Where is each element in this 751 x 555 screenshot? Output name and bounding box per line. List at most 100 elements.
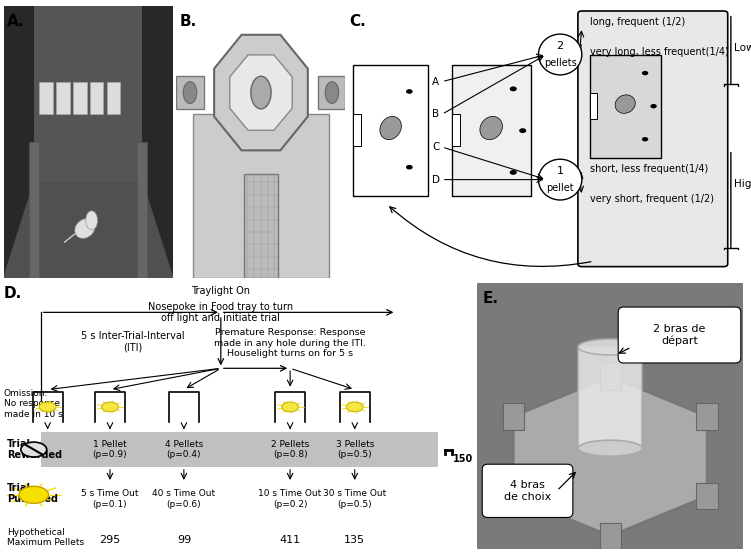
Text: 5 s Time Out
(p=0.1): 5 s Time Out (p=0.1)	[81, 489, 139, 508]
Text: A.: A.	[8, 14, 25, 29]
Bar	[90, 82, 104, 114]
Bar	[35, 6, 143, 182]
Text: Trial
Rewarded: Trial Rewarded	[7, 439, 62, 460]
Circle shape	[406, 165, 413, 169]
Text: C.: C.	[349, 14, 366, 29]
Bar	[502, 483, 524, 509]
Bar	[353, 114, 360, 147]
Bar	[194, 114, 329, 278]
Circle shape	[650, 104, 657, 108]
Bar	[696, 403, 718, 430]
Ellipse shape	[380, 117, 401, 140]
Circle shape	[642, 71, 648, 75]
Text: 1 Pellet
(p=0.9): 1 Pellet (p=0.9)	[92, 440, 128, 459]
Ellipse shape	[615, 95, 635, 113]
Bar	[137, 142, 147, 278]
Bar	[29, 142, 39, 278]
Text: pellet: pellet	[546, 183, 574, 193]
Text: Low: Low	[734, 43, 751, 53]
Text: 10 s Time Out
(p=0.2): 10 s Time Out (p=0.2)	[258, 489, 321, 508]
Text: 99: 99	[176, 535, 191, 545]
Text: 2 bras de
départ: 2 bras de départ	[653, 324, 706, 346]
Text: 295: 295	[99, 535, 121, 545]
Ellipse shape	[538, 159, 582, 200]
Bar	[578, 347, 642, 448]
Ellipse shape	[578, 339, 642, 355]
FancyBboxPatch shape	[618, 307, 740, 363]
Bar	[244, 174, 278, 278]
Text: short, less frequent(1/4): short, less frequent(1/4)	[590, 164, 708, 174]
Bar	[318, 76, 345, 109]
Text: Nosepoke in Food tray to turn
off light and initiate trial: Nosepoke in Food tray to turn off light …	[148, 302, 294, 324]
Circle shape	[19, 486, 49, 503]
Circle shape	[101, 402, 119, 412]
Text: very long, less frequent(1/4): very long, less frequent(1/4)	[590, 47, 728, 57]
Text: 4 bras
de choix: 4 bras de choix	[504, 480, 551, 502]
Ellipse shape	[538, 34, 582, 75]
Text: 135: 135	[344, 535, 365, 545]
Bar	[599, 523, 621, 549]
Text: B: B	[433, 109, 439, 119]
Text: Omission:
No response
made in 10 s: Omission: No response made in 10 s	[4, 389, 62, 419]
Text: Traylight On: Traylight On	[192, 286, 250, 296]
Bar	[502, 403, 524, 430]
Circle shape	[183, 82, 197, 103]
Bar	[696, 483, 718, 509]
Circle shape	[21, 442, 47, 457]
Text: 2: 2	[556, 41, 564, 52]
Text: Premature Response: Response
made in any hole during the ITI.
Houselight turns o: Premature Response: Response made in any…	[214, 329, 366, 358]
Bar	[73, 82, 86, 114]
Circle shape	[86, 211, 98, 230]
Text: D: D	[432, 175, 440, 185]
Polygon shape	[4, 182, 173, 278]
Text: 2 Pellets
(p=0.8): 2 Pellets (p=0.8)	[271, 440, 309, 459]
Circle shape	[510, 170, 517, 175]
Bar	[599, 363, 621, 390]
Bar	[590, 93, 597, 119]
Text: A: A	[433, 77, 439, 87]
Bar	[590, 54, 661, 158]
Ellipse shape	[480, 117, 502, 140]
Text: 411: 411	[279, 535, 300, 545]
Text: long, frequent (1/2): long, frequent (1/2)	[590, 17, 685, 27]
Circle shape	[325, 82, 339, 103]
Text: 30 s Time Out
(p=0.5): 30 s Time Out (p=0.5)	[323, 489, 387, 508]
Text: 1: 1	[556, 166, 564, 176]
Bar	[452, 65, 530, 196]
Text: B.: B.	[180, 14, 197, 29]
Bar	[41, 432, 438, 467]
Text: 5 s Inter-Trial-Interval
(ITI): 5 s Inter-Trial-Interval (ITI)	[81, 331, 185, 352]
Text: E.: E.	[482, 291, 498, 306]
Polygon shape	[513, 376, 707, 536]
Text: 3 Pellets
(p=0.5): 3 Pellets (p=0.5)	[336, 440, 374, 459]
Circle shape	[406, 89, 413, 94]
Text: 150: 150	[453, 453, 473, 463]
Circle shape	[642, 137, 648, 142]
Bar	[353, 65, 428, 196]
Text: Hypothetical
Maximum Pellets: Hypothetical Maximum Pellets	[7, 528, 84, 547]
Ellipse shape	[578, 440, 642, 456]
Circle shape	[282, 402, 298, 412]
Text: 4 Pellets
(p=0.4): 4 Pellets (p=0.4)	[164, 440, 203, 459]
Polygon shape	[143, 6, 173, 278]
FancyBboxPatch shape	[578, 11, 728, 266]
Bar	[56, 82, 70, 114]
Bar	[176, 76, 204, 109]
Text: D.: D.	[4, 286, 22, 301]
Text: Trial
Punished: Trial Punished	[7, 483, 58, 504]
Bar	[452, 114, 460, 147]
Polygon shape	[4, 6, 35, 278]
Circle shape	[39, 402, 56, 412]
Circle shape	[346, 402, 363, 412]
Circle shape	[251, 76, 271, 109]
Polygon shape	[230, 55, 292, 130]
Text: very short, frequent (1/2): very short, frequent (1/2)	[590, 194, 713, 204]
Text: pellets: pellets	[544, 58, 577, 68]
FancyBboxPatch shape	[482, 464, 573, 517]
Text: 40 s Time Out
(p=0.6): 40 s Time Out (p=0.6)	[152, 489, 216, 508]
Circle shape	[519, 128, 526, 133]
Polygon shape	[214, 35, 308, 150]
Ellipse shape	[75, 219, 95, 238]
Bar	[39, 82, 53, 114]
Circle shape	[510, 87, 517, 92]
